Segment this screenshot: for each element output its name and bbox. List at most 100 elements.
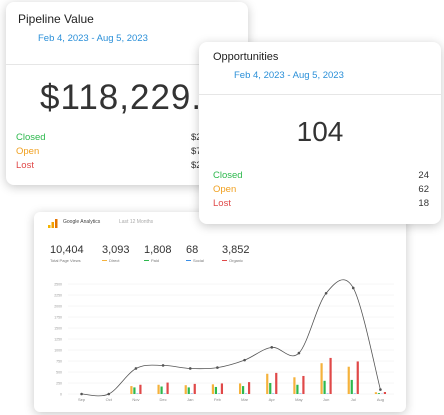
row-label: Open xyxy=(16,146,40,157)
x-tick-label: May xyxy=(295,397,303,402)
bar xyxy=(296,384,299,394)
row-lost: Lost $20 xyxy=(16,160,236,171)
bar xyxy=(320,363,323,394)
x-tick-label: Apr xyxy=(269,397,276,402)
bar xyxy=(356,361,359,394)
y-tick-label: 0 xyxy=(60,393,62,397)
row-closed: Closed 24 xyxy=(213,170,429,181)
traffic-chart: 0 250 500 750 1000 1250 1500 1750 2000 2250 2500 Se… xyxy=(54,279,394,402)
row-label: Lost xyxy=(213,198,231,209)
analytics-brand: Google Analytics xyxy=(63,219,101,225)
y-tick-label: 1250 xyxy=(54,338,62,342)
bar xyxy=(193,383,196,394)
bar xyxy=(211,384,215,394)
x-tick-label: Feb xyxy=(214,397,222,402)
line-point xyxy=(243,358,246,362)
y-tick-label: 2250 xyxy=(54,294,62,298)
row-label: Closed xyxy=(16,132,46,143)
line-point xyxy=(297,351,301,355)
row-lost: Lost 18 xyxy=(213,198,429,209)
y-tick-label: 250 xyxy=(56,382,62,386)
line-point xyxy=(107,392,111,396)
bar xyxy=(133,387,136,394)
opportunities-total: 104 xyxy=(296,116,344,147)
bar xyxy=(377,393,381,394)
metric-value: 3,093 xyxy=(102,244,130,256)
metric-value: 68 xyxy=(186,244,199,256)
legend-swatch xyxy=(222,260,227,261)
row-open: Open $75 xyxy=(16,146,236,157)
bar xyxy=(187,387,190,394)
bar xyxy=(214,386,218,394)
metric-organic: 3,852 Organic xyxy=(222,244,250,263)
bar xyxy=(275,372,278,394)
bar xyxy=(130,386,133,394)
bar xyxy=(329,357,332,394)
line-point xyxy=(161,364,165,367)
row-open: Open 62 xyxy=(213,184,429,195)
opportunities-card: Opportunities Feb 4, 2023 - Aug 5, 2023 … xyxy=(199,42,441,224)
y-tick-label: 1750 xyxy=(54,316,62,320)
date-range[interactable]: Feb 4, 2023 - Aug 5, 2023 xyxy=(38,33,148,44)
series-line xyxy=(81,279,381,397)
x-tick-label: Jul xyxy=(351,397,356,402)
line-point xyxy=(379,388,382,391)
legend-swatch xyxy=(144,260,149,261)
row-value: 62 xyxy=(418,184,429,195)
bar xyxy=(293,377,296,394)
divider xyxy=(6,64,248,65)
y-tick-label: 500 xyxy=(56,371,62,375)
y-tick-label: 2000 xyxy=(54,305,62,309)
row-label: Open xyxy=(213,184,237,195)
bar xyxy=(160,386,163,394)
bar xyxy=(383,392,387,394)
metric-label: Social xyxy=(193,258,204,263)
metric-label: Organic xyxy=(229,258,244,263)
date-range[interactable]: Feb 4, 2023 - Aug 5, 2023 xyxy=(234,70,344,81)
metric-total-page-views: 10,404 Total Page Views xyxy=(50,244,84,263)
line-point xyxy=(134,367,138,370)
line-point xyxy=(324,291,328,295)
row-value: 24 xyxy=(418,170,429,181)
row-value: 18 xyxy=(418,198,429,209)
bar xyxy=(139,384,142,394)
x-tick-label: Jun xyxy=(323,397,329,402)
line-point xyxy=(216,366,219,369)
bar xyxy=(269,383,272,394)
legend-swatch xyxy=(186,260,191,261)
row-value: $75 xyxy=(191,146,207,157)
row-label: Lost xyxy=(16,160,34,171)
x-tick-label: Jan xyxy=(187,397,193,402)
x-tick-label: Sep xyxy=(78,397,86,402)
metric-value: 10,404 xyxy=(50,244,84,256)
metric-label: Paid xyxy=(151,258,160,263)
metric-label: Direct xyxy=(109,258,120,263)
line-point xyxy=(188,367,192,370)
x-tick-label: Mar xyxy=(241,397,249,402)
y-tick-label: 2500 xyxy=(54,283,62,287)
y-tick-label: 1000 xyxy=(54,349,62,353)
bar xyxy=(374,392,378,394)
metric-value: 3,852 xyxy=(222,244,250,256)
bar xyxy=(220,383,224,394)
y-tick-label: 1500 xyxy=(54,327,62,331)
bar xyxy=(347,366,350,394)
x-tick-label: Nov xyxy=(132,397,139,402)
analytics-card: Google Analytics Last 12 Months 10,404 T… xyxy=(34,212,406,412)
card-title: Opportunities xyxy=(213,51,279,63)
bar xyxy=(157,384,160,394)
row-value: $20 xyxy=(191,160,207,171)
line-point xyxy=(351,286,355,290)
bar xyxy=(241,386,245,394)
metric-social: 68 Social xyxy=(186,244,204,263)
y-tick-label: 750 xyxy=(56,360,62,364)
x-tick-label: Dec xyxy=(160,397,167,402)
bar xyxy=(247,382,251,394)
bar xyxy=(238,383,242,394)
card-title: Pipeline Value xyxy=(18,12,94,26)
google-analytics-icon xyxy=(48,219,58,228)
bar xyxy=(302,375,305,394)
line-point xyxy=(270,346,274,349)
bar xyxy=(184,385,187,394)
x-tick-label: Oct xyxy=(106,397,113,402)
